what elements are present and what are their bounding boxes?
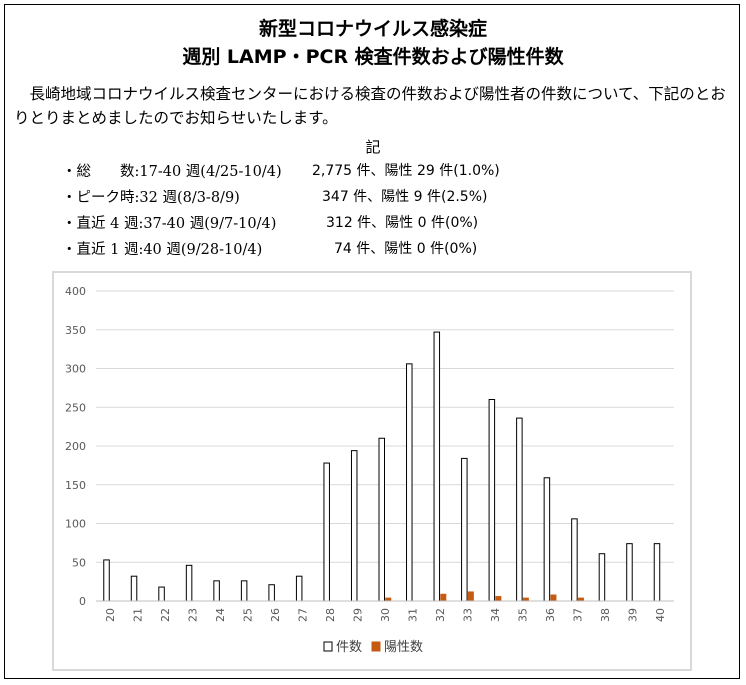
x-tick-label: 24 <box>214 608 227 622</box>
x-tick-label: 33 <box>462 608 475 622</box>
y-tick-label: 200 <box>65 440 86 453</box>
bar-positive <box>440 593 447 602</box>
x-tick-label: 25 <box>241 608 254 622</box>
legend-label-positive: 陽性数 <box>384 640 423 655</box>
summary-label: ・ピーク時:32 週(8/3-8/9) <box>62 190 240 206</box>
y-tick-label: 400 <box>65 285 86 298</box>
bar-total <box>350 450 358 602</box>
x-tick-label: 37 <box>572 608 585 622</box>
bar-total <box>626 543 633 602</box>
legend-swatch-total <box>323 641 333 652</box>
ki-heading: 記 <box>365 138 381 156</box>
bar-total <box>406 363 413 602</box>
bar-total <box>185 564 193 602</box>
x-tick-label: 27 <box>296 608 309 622</box>
bar-total <box>433 331 441 602</box>
legend-label-total: 件数 <box>336 640 362 655</box>
bar-total <box>213 580 220 602</box>
x-tick-label: 36 <box>544 608 557 622</box>
page-subtitle: 週別 LAMP・PCR 検査件数および陽性件数 <box>182 46 564 68</box>
x-tick-label: 39 <box>627 608 640 622</box>
bar-total <box>130 575 138 602</box>
summary-value: 312 件、陽性 0 件(0%) <box>326 215 479 231</box>
bar-total <box>461 457 468 602</box>
summary-value: 2,775 件、陽性 29 件(1.0%) <box>312 163 500 179</box>
x-tick-label: 28 <box>324 608 337 622</box>
y-tick-label: 150 <box>65 479 86 492</box>
bar-total <box>323 462 330 602</box>
summary-label: ・総 数:17-40 週(4/25-10/4) <box>62 164 282 180</box>
summary-label: ・直近 1 週:40 週(9/28-10/4) <box>62 242 263 258</box>
x-tick-label: 32 <box>434 608 447 622</box>
x-tick-label: 35 <box>517 608 530 622</box>
bar-total <box>158 586 165 602</box>
intro-paragraph: 長崎地域コロナウイルス検査センターにおける検査の件数および陽性者の件数について、… <box>14 85 726 127</box>
bar-positive <box>495 596 502 602</box>
summary-value: 74 件、陽性 0 件(0%) <box>334 241 478 257</box>
bar-total <box>571 518 578 602</box>
bar-total <box>516 417 523 602</box>
x-tick-label: 29 <box>351 608 364 622</box>
bar-total <box>268 584 275 602</box>
x-tick-label: 21 <box>131 608 144 622</box>
bar-total <box>598 553 606 602</box>
x-tick-label: 26 <box>269 608 282 622</box>
bar-positive <box>467 591 474 602</box>
summary-value: 347 件、陽性 9 件(2.5%) <box>322 189 488 205</box>
chart-container: 0 50 100 150 200 250 300 350 400 20 21 22 23 24 25 26 27… <box>52 271 692 671</box>
y-tick-label: 350 <box>65 324 86 337</box>
bar-chart: 0 50 100 150 200 250 300 350 400 20 21 22 23 24 25 26 27… <box>65 285 674 655</box>
x-tick-label: 30 <box>379 608 392 622</box>
page-frame <box>4 4 740 679</box>
x-tick-label: 22 <box>159 608 172 622</box>
x-tick-label: 31 <box>407 608 420 622</box>
legend-swatch-positive <box>371 641 381 652</box>
y-tick-label: 0 <box>79 595 86 608</box>
x-tick-label: 40 <box>654 608 667 622</box>
bar-total <box>103 559 110 602</box>
y-tick-label: 250 <box>65 401 86 414</box>
x-tick-label: 23 <box>186 608 199 622</box>
x-tick-label: 20 <box>104 608 117 622</box>
y-tick-label: 300 <box>65 363 86 376</box>
bar-total <box>488 399 496 602</box>
summary-label: ・直近 4 週:37-40 週(9/7-10/4) <box>62 216 277 232</box>
y-tick-label: 100 <box>65 518 86 531</box>
x-tick-label: 34 <box>489 608 502 622</box>
bar-positive <box>550 594 557 602</box>
bar-total <box>543 477 551 602</box>
bar-total <box>295 575 303 602</box>
bar-total <box>240 580 248 602</box>
bar-total <box>378 437 385 602</box>
bar-total <box>653 543 661 602</box>
page-title: 新型コロナウイルス感染症 <box>258 18 487 40</box>
x-tick-label: 38 <box>599 608 612 622</box>
y-tick-label: 50 <box>72 556 86 569</box>
